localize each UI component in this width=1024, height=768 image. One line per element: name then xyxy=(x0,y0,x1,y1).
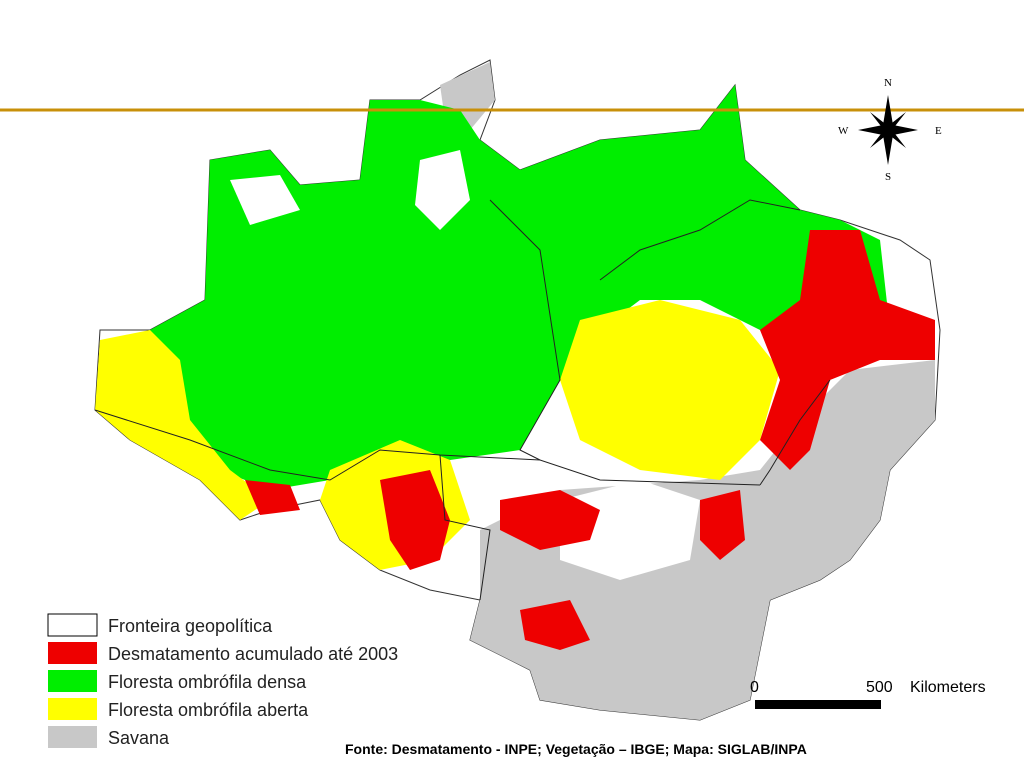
scale-bar-line xyxy=(755,700,881,709)
scale-start: 0 xyxy=(750,679,759,696)
state-border xyxy=(489,199,561,461)
open-forest xyxy=(95,330,270,520)
legend-label: Savana xyxy=(108,728,170,748)
white-patch xyxy=(560,480,700,580)
legend-swatch xyxy=(47,613,98,637)
scale-bar: 0 500 Kilometers xyxy=(750,679,986,709)
legend-label: Desmatamento acumulado até 2003 xyxy=(108,644,398,664)
compass-n: N xyxy=(884,77,892,89)
compass-w: W xyxy=(838,125,849,137)
state-border xyxy=(439,454,491,601)
white-patch xyxy=(415,150,470,230)
legend-label: Fronteira geopolítica xyxy=(108,616,273,636)
map xyxy=(94,59,941,721)
legend-label: Floresta ombrófila densa xyxy=(108,672,307,692)
white-patch xyxy=(230,175,300,225)
legend-label: Floresta ombrófila aberta xyxy=(108,700,309,720)
compass-star xyxy=(870,112,906,148)
deforestation xyxy=(500,490,600,550)
scale-end: 500 xyxy=(866,679,893,696)
source-note: Fonte: Desmatamento - INPE; Vegetação – … xyxy=(345,741,807,757)
open-forest xyxy=(560,300,780,480)
legend-swatch xyxy=(48,698,97,720)
deforestation xyxy=(760,230,935,470)
dense-forest xyxy=(120,85,890,490)
legend-swatch xyxy=(48,670,97,692)
state-border xyxy=(599,199,801,281)
compass-e: E xyxy=(935,125,942,137)
state-border xyxy=(759,379,831,486)
scale-unit: Kilometers xyxy=(910,679,986,696)
deforestation xyxy=(245,480,300,515)
legend-swatch xyxy=(48,726,97,748)
legend-swatch xyxy=(48,642,97,664)
compass-s: S xyxy=(885,171,891,183)
deforestation xyxy=(520,600,590,650)
deforestation xyxy=(380,470,450,570)
legend: Fronteira geopolítica Desmatamento acumu… xyxy=(47,613,398,748)
compass: N S E W xyxy=(838,77,942,183)
state-border xyxy=(94,409,761,486)
deforestation xyxy=(700,490,745,560)
